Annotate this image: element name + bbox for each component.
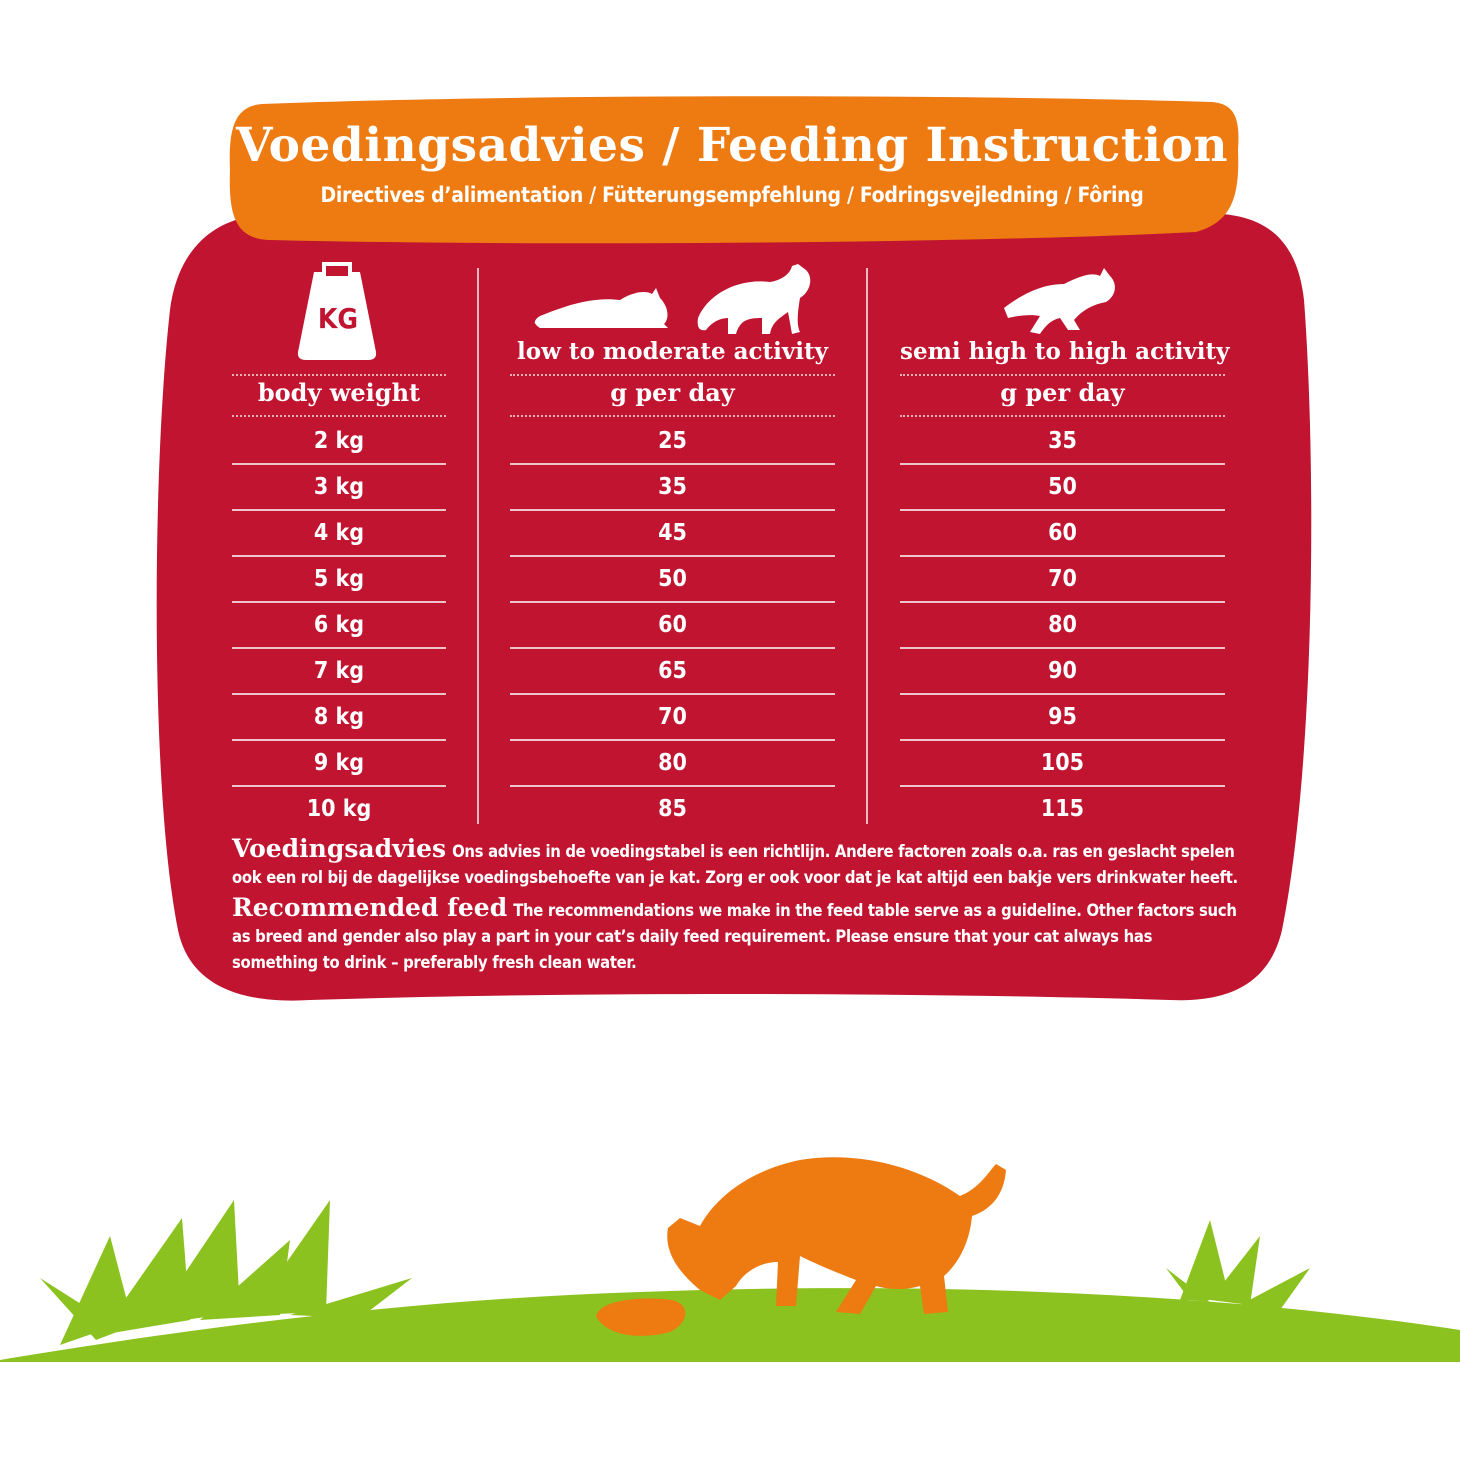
row-rule <box>900 509 1225 511</box>
table-cell: 6 kg <box>313 612 365 638</box>
column-header: body weight <box>257 378 421 407</box>
table-cell: 80 <box>658 750 687 776</box>
table-cell: 70 <box>658 704 687 730</box>
column-header: g per day <box>610 378 735 407</box>
row-rule <box>900 601 1225 603</box>
header-band <box>229 96 1239 244</box>
note-english: Recommended feed The recommendations we m… <box>232 895 1242 976</box>
table-cell: 105 <box>1040 750 1085 776</box>
column-header: g per day <box>1000 378 1125 407</box>
column-activity-label: semi high to high activity <box>900 338 1230 365</box>
column-divider <box>866 268 868 824</box>
row-rule <box>510 739 835 741</box>
note-dutch: Voedingsadvies Ons advies in de voedingst… <box>232 836 1242 891</box>
dotted-rule <box>510 374 835 376</box>
table-cell: 8 kg <box>313 704 365 730</box>
row-rule <box>232 739 446 741</box>
row-rule <box>232 647 446 649</box>
grass-hill <box>0 1288 1460 1362</box>
row-rule <box>900 463 1225 465</box>
row-rule <box>232 509 446 511</box>
table-cell: 70 <box>1048 566 1077 592</box>
table-cell: 10 kg <box>306 796 372 822</box>
table-cell: 85 <box>658 796 687 822</box>
page-title: Voedingsadvies / Feeding Instruction <box>235 118 1229 173</box>
column-activity-label: low to moderate activity <box>517 338 828 365</box>
row-rule <box>510 693 835 695</box>
dotted-rule <box>900 415 1225 417</box>
table-cell: 25 <box>658 428 687 454</box>
table-cell: 80 <box>1048 612 1077 638</box>
note-dutch-lead: Voedingsadvies <box>232 834 447 863</box>
table-cell: 50 <box>1048 474 1077 500</box>
table-cell: 4 kg <box>313 520 365 546</box>
row-rule <box>900 693 1225 695</box>
dotted-rule <box>510 415 835 417</box>
table-cell: 2 kg <box>313 428 365 454</box>
row-rule <box>232 693 446 695</box>
table-cell: 60 <box>1048 520 1077 546</box>
row-rule <box>900 739 1225 741</box>
note-english-lead: Recommended feed <box>232 893 508 922</box>
dotted-rule <box>232 415 446 417</box>
table-cell: 115 <box>1040 796 1085 822</box>
row-rule <box>900 647 1225 649</box>
weight-kg-icon <box>297 262 377 360</box>
weight-icon-label: KG <box>317 302 359 335</box>
table-cell: 9 kg <box>313 750 365 776</box>
row-rule <box>510 509 835 511</box>
row-rule <box>510 785 835 787</box>
row-rule <box>232 785 446 787</box>
dotted-rule <box>900 374 1225 376</box>
row-rule <box>232 601 446 603</box>
note-english-text: The recommendations we make in the feed … <box>232 901 1237 972</box>
grass-tufts-left <box>40 1200 412 1345</box>
table-cell: 35 <box>658 474 687 500</box>
walking-cat-icon <box>697 264 811 334</box>
grass-tufts-right <box>1166 1220 1310 1310</box>
table-cell: 95 <box>1048 704 1077 730</box>
row-rule <box>232 463 446 465</box>
table-cell: 5 kg <box>313 566 365 592</box>
dotted-rule <box>232 374 446 376</box>
table-cell: 60 <box>658 612 687 638</box>
column-divider <box>477 268 479 824</box>
table-cell: 50 <box>658 566 687 592</box>
row-rule <box>510 601 835 603</box>
table-cell: 65 <box>658 658 687 684</box>
note-dutch-text: Ons advies in de voedingstabel is een ri… <box>232 842 1238 887</box>
resting-cat-icon <box>534 288 668 328</box>
row-rule <box>900 785 1225 787</box>
table-cell: 90 <box>1048 658 1077 684</box>
table-cell: 35 <box>1048 428 1077 454</box>
row-rule <box>510 555 835 557</box>
page-subtitle: Directives d’alimentation / Fütterungsem… <box>320 183 1144 207</box>
row-rule <box>510 463 835 465</box>
row-rule <box>900 555 1225 557</box>
table-cell: 7 kg <box>313 658 365 684</box>
running-cat-icon <box>1004 268 1115 334</box>
row-rule <box>510 647 835 649</box>
red-card <box>156 208 1312 1001</box>
table-cell: 3 kg <box>313 474 365 500</box>
table-cell: 45 <box>658 520 687 546</box>
eating-cat-icon <box>596 1157 1006 1336</box>
row-rule <box>232 555 446 557</box>
